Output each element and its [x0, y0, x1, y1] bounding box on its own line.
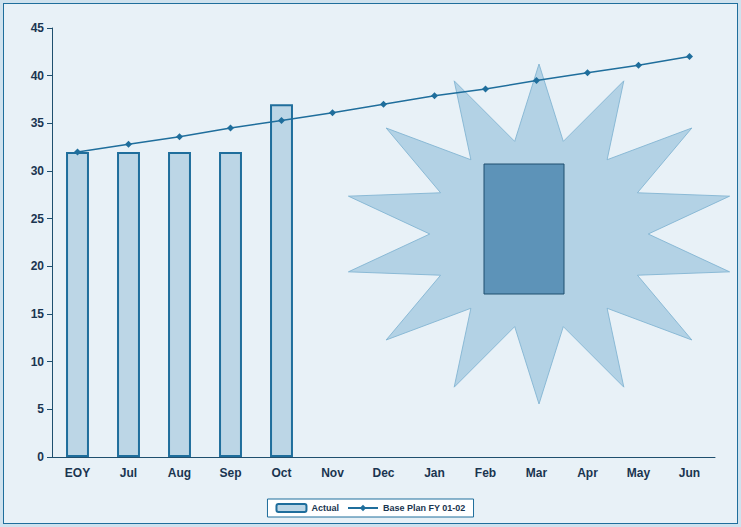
svg-text:Jul: Jul [120, 466, 137, 480]
svg-text:0: 0 [37, 450, 44, 464]
svg-text:10: 10 [31, 355, 45, 369]
svg-text:Feb: Feb [475, 466, 496, 480]
svg-text:Mar: Mar [526, 466, 548, 480]
svg-text:5: 5 [37, 402, 44, 416]
svg-text:Oct: Oct [271, 466, 291, 480]
svg-text:20: 20 [31, 259, 45, 273]
svg-text:15: 15 [31, 307, 45, 321]
svg-text:EOY: EOY [65, 466, 90, 480]
svg-text:45: 45 [31, 21, 45, 35]
svg-text:Sep: Sep [219, 466, 241, 480]
svg-text:Jun: Jun [679, 466, 700, 480]
svg-text:Base Plan FY 01-02: Base Plan FY 01-02 [383, 503, 465, 513]
svg-text:40: 40 [31, 69, 45, 83]
svg-text:35: 35 [31, 116, 45, 130]
svg-text:Apr: Apr [577, 466, 598, 480]
svg-text:Actual: Actual [311, 503, 339, 513]
svg-text:May: May [627, 466, 651, 480]
svg-text:Dec: Dec [372, 466, 394, 480]
svg-text:Nov: Nov [321, 466, 344, 480]
svg-text:25: 25 [31, 212, 45, 226]
svg-text:Jan: Jan [424, 466, 445, 480]
svg-text:Aug: Aug [168, 466, 191, 480]
svg-text:30: 30 [31, 164, 45, 178]
